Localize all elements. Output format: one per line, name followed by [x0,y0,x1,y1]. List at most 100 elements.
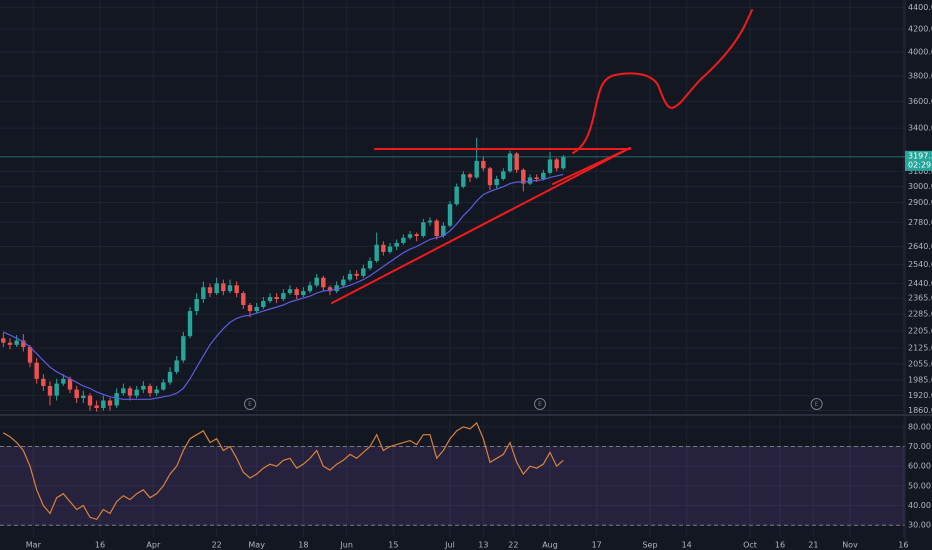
candle-body [254,307,259,312]
candle-body [107,400,113,406]
candle-body [87,395,93,406]
candle-body [287,289,293,294]
x-tick-label: Jul [444,541,455,550]
candle-body [354,273,359,276]
event-marker [810,398,823,410]
candle-body [414,234,419,237]
candle-body [101,400,106,408]
candle-body [561,156,566,169]
rsi-tick-label: 50.00 [908,481,931,490]
candle-body [94,405,99,408]
candle-body [21,340,26,348]
x-tick-label: Sep [642,541,657,550]
x-tick-label: 22 [508,541,518,550]
candle-body [227,285,233,292]
x-tick-label: 21 [808,541,818,550]
candle-body [241,293,246,306]
candle-body [407,234,413,238]
candle-body [441,225,446,237]
candle-body [187,311,193,337]
candle-body [481,160,486,169]
y-tick-label: 3000.00 [908,182,932,191]
candle-body [394,242,399,247]
x-tick-label: Oct [743,541,757,550]
event-marker [534,398,546,410]
rsi-tick-label: 30.00 [908,521,931,530]
candle-body [347,273,353,280]
y-tick-label: 3800.00 [908,72,932,81]
last-price-box [905,150,932,171]
rsi-tick-label: 80.00 [908,422,931,431]
event-label: E [815,401,819,408]
candle-body [67,378,73,390]
candle-body [294,289,299,296]
candle-body [427,220,433,223]
drawing-projection-curve [572,9,753,154]
candle-body [54,383,59,396]
candle-body [547,159,553,173]
x-tick-label: 13 [478,541,488,550]
candle-body [34,362,39,379]
user-drawings [331,9,753,304]
y-tick-label: 4200.00 [908,25,932,34]
x-tick-label: Jun [339,541,353,550]
candle-body [174,360,179,372]
y-tick-label: 1920.00 [908,391,932,400]
candle-body [474,160,479,178]
candle-body [161,382,166,390]
candle-body [527,177,533,184]
candle-body [74,389,79,399]
x-tick-label: 18 [298,541,308,550]
candle-body [541,172,546,179]
rsi-tick-label: 70.00 [908,442,931,451]
y-tick-label: 2365.00 [908,294,932,303]
candle-body [7,342,13,345]
axes: 1860.001920.001985.002055.002125.002205.… [26,3,932,550]
y-tick-label: 3100.00 [908,167,932,176]
x-tick-label: Nov [842,541,858,550]
x-tick-label: 14 [682,541,692,550]
x-tick-label: Apr [146,541,161,550]
candle-body [207,287,213,294]
rsi-tick-label: 60.00 [908,462,931,471]
candle-body [147,385,153,394]
candle-body [1,338,6,343]
drawing-support-line [331,147,631,304]
candle-body [494,178,499,186]
y-tick-label: 2125.00 [908,344,932,353]
candle-body [461,174,466,187]
candle-body [554,159,559,169]
candle-body [134,389,139,396]
candle-body [507,153,513,172]
candle-body [14,340,19,345]
candle-body [194,299,199,312]
candle-body [221,283,226,292]
y-tick-label: 3600.00 [908,97,932,106]
candle-body [214,283,219,294]
moving-average-line [3,173,564,400]
candle-body [154,389,159,394]
candle-body [167,371,173,383]
candle-body [27,347,33,363]
y-tick-label: 4400.00 [908,3,932,12]
candle-body [487,168,493,186]
candle-body [81,395,86,399]
candle-body [121,388,126,394]
x-tick-label: 22 [212,541,222,550]
candle-body [127,388,133,396]
y-tick-label: 1860.00 [908,406,932,415]
candle-body [374,244,379,261]
candle-body [261,301,266,308]
candle-body [314,277,319,286]
candle-body [114,393,119,406]
rsi-band-layer [0,446,905,526]
candle-body [381,244,386,252]
x-tick-label: May [248,541,265,550]
candle-body [247,305,253,312]
rsi-tick-label: 40.00 [908,501,931,510]
x-tick-label: 15 [388,541,398,550]
